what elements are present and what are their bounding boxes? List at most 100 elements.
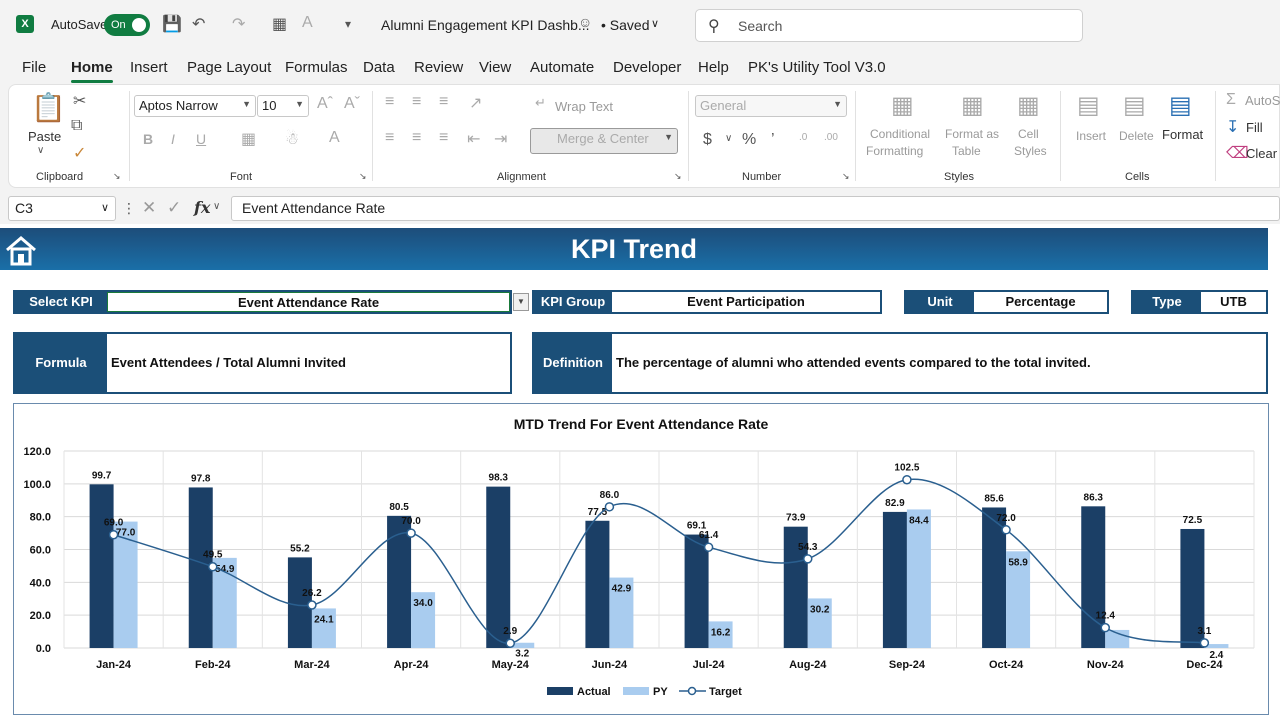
underline-icon[interactable]: U <box>196 131 207 147</box>
conditional-formatting-label-2[interactable]: Formatting <box>866 144 924 158</box>
enter-icon[interactable]: ✓ <box>167 198 182 217</box>
align-left-icon[interactable]: ≡ <box>385 129 395 146</box>
home-icon[interactable] <box>4 234 38 266</box>
chevron-down-icon[interactable]: ∨ <box>213 201 221 212</box>
align-top-icon[interactable]: ≡ <box>385 93 395 110</box>
chart-container[interactable]: MTD Trend For Event Attendance Rate 0.0 20… <box>13 403 1269 715</box>
decrease-font-icon[interactable]: Aˇ <box>344 95 360 112</box>
increase-decimal-icon[interactable]: .0 <box>799 132 808 143</box>
fill-color-icon[interactable]: ☃ <box>285 131 300 148</box>
select-kpi-value[interactable]: Event Attendance Rate <box>107 292 510 312</box>
tab-view[interactable]: View <box>479 59 512 76</box>
align-bottom-icon[interactable]: ≡ <box>439 93 449 110</box>
autosum-button[interactable]: AutoS <box>1245 93 1280 108</box>
decrease-indent-icon[interactable]: ⇤ <box>467 131 481 148</box>
format-cells-button[interactable]: Format <box>1162 127 1204 142</box>
saved-chevron-icon[interactable]: ∨ <box>651 18 660 30</box>
tab-review[interactable]: Review <box>414 59 464 76</box>
tab-pk-utility[interactable]: PK's Utility Tool V3.0 <box>748 59 886 76</box>
conditional-formatting-label-1[interactable]: Conditional <box>870 127 931 141</box>
data-label-actual: 85.6 <box>984 493 1004 504</box>
orientation-icon[interactable]: ↗ <box>469 95 483 112</box>
increase-indent-icon[interactable]: ⇥ <box>494 131 508 148</box>
format-as-table-icon[interactable]: ▦ <box>961 92 984 119</box>
wrap-text-icon[interactable]: ↵ <box>535 95 546 110</box>
paste-button[interactable]: Paste <box>28 129 62 144</box>
title-bar: X AutoSave On 💾 ↶ ↷ ▦ A ▾ Alumni Engagem… <box>0 0 1280 50</box>
insert-function-icon[interactable]: fx <box>194 198 211 217</box>
share-people-icon[interactable]: ☺ <box>578 14 593 30</box>
cut-icon[interactable]: ✂ <box>73 93 87 110</box>
tab-formulas[interactable]: Formulas <box>285 59 348 76</box>
alignment-launcher-icon[interactable]: ↘ <box>674 171 682 181</box>
tab-insert[interactable]: Insert <box>130 59 168 76</box>
wrap-text-button[interactable]: Wrap Text <box>555 99 614 114</box>
borders-button-icon[interactable]: ▦ <box>241 131 257 148</box>
cell-styles-label-1[interactable]: Cell <box>1018 127 1039 141</box>
undo-icon[interactable]: ↶ <box>192 16 206 33</box>
percent-icon[interactable]: % <box>742 131 757 148</box>
format-cells-icon[interactable]: ▤ <box>1169 92 1192 119</box>
font-name-select[interactable]: Aptos Narrow ▼ <box>134 95 256 117</box>
kpi-dropdown-chevron-icon[interactable]: ▼ <box>513 293 529 311</box>
increase-font-icon[interactable]: Aˆ <box>317 95 333 112</box>
fill-icon[interactable]: ↧ <box>1226 119 1240 136</box>
cancel-icon[interactable]: ✕ <box>142 198 157 217</box>
target-point <box>1100 622 1110 633</box>
format-painter-icon[interactable]: ✓ <box>73 145 87 162</box>
data-label-actual: 55.2 <box>290 543 310 554</box>
format-as-table-label-1[interactable]: Format as <box>945 127 1000 141</box>
cell-styles-icon[interactable]: ▦ <box>1017 92 1040 119</box>
tab-automate[interactable]: Automate <box>530 59 595 76</box>
font-size-select[interactable]: 10 ▼ <box>257 95 309 117</box>
delete-cells-icon[interactable]: ▤ <box>1123 92 1146 119</box>
insert-cells-icon[interactable]: ▤ <box>1077 92 1100 119</box>
insert-cells-button[interactable]: Insert <box>1076 129 1107 143</box>
currency-chevron-icon[interactable]: ∨ <box>725 133 733 144</box>
conditional-formatting-icon[interactable]: ▦ <box>891 92 914 119</box>
name-box[interactable]: C3 ∨ <box>8 196 116 221</box>
comma-style-icon[interactable]: ’ <box>771 131 775 148</box>
save-icon[interactable]: 💾 <box>162 16 182 33</box>
delete-cells-button[interactable]: Delete <box>1119 129 1154 143</box>
tab-developer[interactable]: Developer <box>613 59 682 76</box>
number-format-select[interactable]: General ▼ <box>695 95 847 117</box>
paste-icon[interactable]: 📋 <box>31 92 66 123</box>
tab-help[interactable]: Help <box>698 59 729 76</box>
font-launcher-icon[interactable]: ↘ <box>359 171 367 181</box>
tab-home[interactable]: Home <box>71 59 113 83</box>
borders-icon[interactable]: ▦ <box>272 16 288 33</box>
clear-icon[interactable]: ⌫ <box>1226 145 1249 162</box>
tab-file[interactable]: File <box>22 59 47 76</box>
search-box[interactable]: ⚲ Search <box>695 9 1083 42</box>
font-color-icon[interactable]: A <box>302 14 313 31</box>
number-launcher-icon[interactable]: ↘ <box>842 171 850 181</box>
tab-data[interactable]: Data <box>363 59 395 76</box>
saved-status[interactable]: • Saved <box>601 17 650 33</box>
clear-button[interactable]: Clear <box>1246 146 1278 161</box>
copy-icon[interactable]: ⧉ <box>71 117 83 134</box>
chart-title: MTD Trend For Event Attendance Rate <box>514 416 769 432</box>
format-as-table-label-2[interactable]: Table <box>952 144 981 158</box>
align-center-icon[interactable]: ≡ <box>412 129 422 146</box>
bold-icon[interactable]: B <box>143 131 154 147</box>
italic-icon[interactable]: I <box>171 131 175 147</box>
merge-center-button[interactable]: Merge & Center ▼ <box>530 128 678 154</box>
font-color-button-icon[interactable]: A <box>329 129 340 146</box>
cell-styles-label-2[interactable]: Styles <box>1014 144 1047 158</box>
decrease-decimal-icon[interactable]: .00 <box>824 132 838 143</box>
customize-toolbar-icon[interactable]: ▾ <box>345 17 352 31</box>
redo-icon[interactable]: ↷ <box>232 16 246 33</box>
formula-input[interactable]: Event Attendance Rate <box>231 196 1280 221</box>
paste-chevron-icon[interactable]: ∨ <box>37 145 45 156</box>
fill-button[interactable]: Fill <box>1246 120 1263 135</box>
autosum-icon[interactable]: Σ <box>1226 91 1236 108</box>
tab-page-layout[interactable]: Page Layout <box>187 59 272 76</box>
currency-icon[interactable]: $ <box>703 131 712 148</box>
page-title: KPI Trend <box>570 234 698 264</box>
autosave-toggle[interactable]: On <box>104 14 150 36</box>
align-right-icon[interactable]: ≡ <box>439 129 449 146</box>
clipboard-launcher-icon[interactable]: ↘ <box>113 171 121 181</box>
align-middle-icon[interactable]: ≡ <box>412 93 422 110</box>
more-options-icon[interactable]: ⋮ <box>122 200 136 216</box>
